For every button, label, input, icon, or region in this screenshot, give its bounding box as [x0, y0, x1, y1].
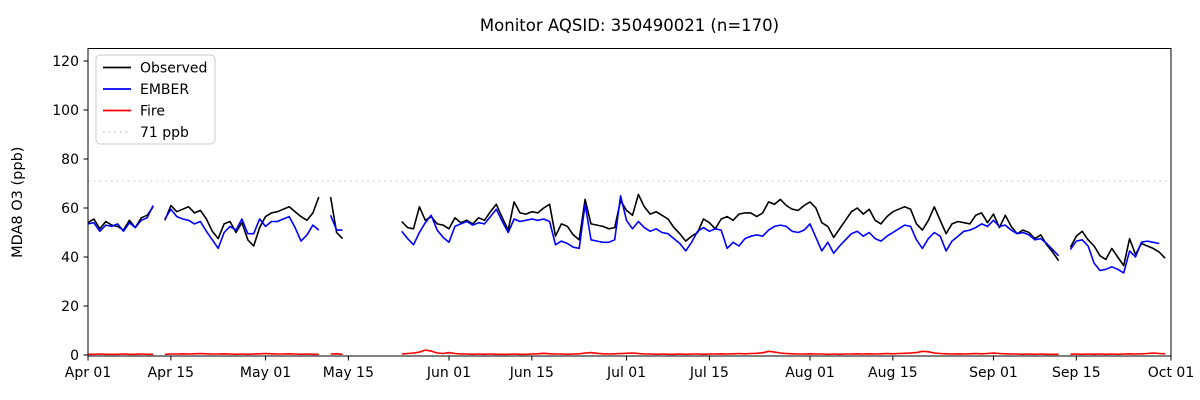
y-axis-label: MDA8 O3 (ppb) — [10, 147, 26, 258]
x-tick-label: Oct 01 — [1148, 365, 1194, 381]
legend-label: Fire — [140, 104, 165, 120]
legend-label: EMBER — [140, 82, 189, 98]
observed-line — [87, 193, 1166, 267]
x-tick-label: May 01 — [240, 365, 291, 381]
x-tick-label: May 15 — [323, 365, 374, 381]
chart-title: Monitor AQSID: 350490021 (n=170) — [479, 16, 780, 35]
x-tick-label: Apr 15 — [148, 365, 194, 381]
x-tick-label: Aug 01 — [785, 365, 835, 381]
x-tick-label: Jun 01 — [426, 365, 471, 381]
x-tick-label: Apr 01 — [65, 365, 111, 381]
x-tick-label: Jul 15 — [689, 365, 729, 381]
fire-line — [88, 349, 1166, 356]
y-tick-label: 60 — [61, 201, 79, 217]
legend-box — [95, 54, 216, 145]
x-tick-label: Jun 15 — [509, 365, 554, 381]
x-tick-label: Sep 15 — [1052, 365, 1101, 381]
y-tick-label: 40 — [61, 250, 79, 266]
legend-label: 71 ppb — [140, 125, 189, 141]
x-tick-label: Aug 15 — [868, 365, 918, 381]
y-tick-label: 120 — [52, 54, 79, 70]
ember-line — [87, 195, 1160, 274]
plot-border — [87, 48, 1172, 357]
x-tick-label: Jul 01 — [606, 365, 646, 381]
y-tick-label: 100 — [52, 103, 79, 119]
y-tick-label: 0 — [70, 348, 79, 364]
legend-label: Observed — [140, 61, 207, 77]
y-tick-label: 20 — [61, 299, 79, 315]
y-tick-label: 80 — [61, 152, 79, 168]
x-tick-label: Sep 01 — [969, 365, 1018, 381]
